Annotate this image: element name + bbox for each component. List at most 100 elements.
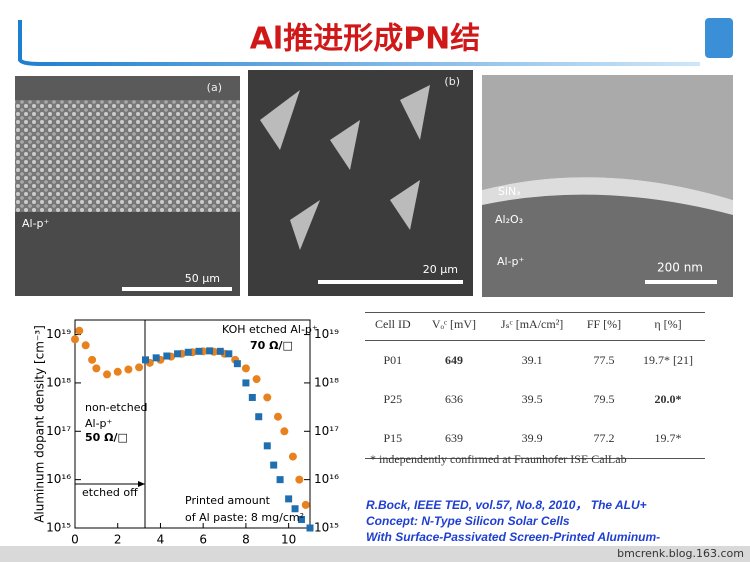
bottom-bar xyxy=(0,546,750,562)
data-point xyxy=(135,363,144,372)
annotation: KOH etched Al-p⁺ xyxy=(222,323,318,336)
data-point xyxy=(285,495,293,503)
table-cell: 79.5 xyxy=(593,392,615,406)
x-tick-label: 4 xyxy=(157,533,165,547)
image-label: (b) xyxy=(444,75,460,88)
table-cell: 649 xyxy=(444,353,463,367)
citation: R.Bock, IEEE TED, vol.57, No.8, 2010， Th… xyxy=(366,497,746,561)
y2-tick-label: 10¹⁸ xyxy=(314,375,339,389)
y-axis-label: Aluminum dopant density [cm⁻³] xyxy=(33,325,47,523)
x-tick-label: 2 xyxy=(114,533,122,547)
table-cell: P15 xyxy=(365,419,421,459)
data-point xyxy=(270,461,278,469)
annotation: 70 Ω/□ xyxy=(250,339,293,352)
citation-line: R.Bock, IEEE TED, vol.57, No.8, 2010， Th… xyxy=(366,498,647,512)
sem-image-b: (b) 20 μm xyxy=(248,70,473,296)
y2-tick-label: 10¹⁹ xyxy=(314,327,339,341)
plot-frame xyxy=(74,319,311,529)
data-point xyxy=(255,413,263,421)
annotation: etched off xyxy=(82,486,138,499)
data-point xyxy=(241,364,250,373)
table-cell: 20.0* xyxy=(654,392,682,406)
sem-image-a: (a) Al-p⁺ 50 μm xyxy=(15,76,240,296)
data-point xyxy=(152,354,160,362)
data-point xyxy=(81,341,90,350)
data-point xyxy=(216,347,224,355)
data-point xyxy=(297,515,305,523)
data-point xyxy=(263,442,271,450)
annotation: Al-p⁺ xyxy=(85,417,113,430)
table-cell: 636 xyxy=(444,392,463,406)
annotation: Printed amount xyxy=(185,494,271,507)
corner-decoration xyxy=(705,18,733,58)
y-tick-label: 10¹⁹ xyxy=(46,327,71,341)
column-header: η [%] xyxy=(630,312,705,341)
x-tick-label: 8 xyxy=(242,533,250,547)
data-point xyxy=(233,360,241,368)
table-footnote: * independently confirmed at Fraunhofer … xyxy=(370,452,627,466)
scale-label: 50 μm xyxy=(185,272,220,285)
data-point xyxy=(103,370,112,379)
column-header: FF [%] xyxy=(576,312,631,341)
y2-tick-label: 10¹⁶ xyxy=(314,472,339,486)
y2-tick-label: 10¹⁷ xyxy=(314,424,339,438)
data-point xyxy=(295,475,304,484)
table-row: P15 639 39.9 77.2 19.7* xyxy=(365,419,705,459)
data-point xyxy=(291,505,299,513)
y-tick-label: 10¹⁵ xyxy=(46,521,71,535)
annotation: non-etched xyxy=(85,401,148,414)
data-point xyxy=(184,348,192,356)
table-cell: 77.2 xyxy=(576,419,631,459)
data-point xyxy=(195,347,203,355)
x-tick-label: 10 xyxy=(281,533,296,547)
y-tick-label: 10¹⁷ xyxy=(46,424,71,438)
data-point xyxy=(174,350,182,358)
watermark: bmcrenk.blog.163.com xyxy=(617,547,744,560)
column-header: Jₛᶜ [mA/cm²] xyxy=(487,312,577,341)
data-point xyxy=(71,335,79,344)
data-point xyxy=(113,367,122,376)
image-label: SiNₓ xyxy=(498,185,521,198)
table-cell: 19.7* [21] xyxy=(642,353,693,367)
data-point xyxy=(306,524,314,532)
data-point xyxy=(163,352,171,360)
image-label: Al-p⁺ xyxy=(22,217,50,230)
sem-image-c: SiNₓ Al₂O₃ Al-p⁺ 200 nm xyxy=(482,75,733,297)
y2-tick-label: 10¹⁵ xyxy=(314,521,339,535)
image-label: Al-p⁺ xyxy=(497,255,525,268)
column-header: Cell ID xyxy=(365,312,421,341)
data-point xyxy=(88,355,97,364)
data-point xyxy=(301,500,310,509)
table-cell: 39.1 xyxy=(521,353,543,367)
citation-line: With Surface-Passivated Screen-Printed A… xyxy=(366,530,661,544)
y-tick-label: 10¹⁶ xyxy=(46,472,71,486)
table-row: P25 636 39.5 79.5 20.0* xyxy=(365,380,705,419)
table-cell: 77.5 xyxy=(593,353,615,367)
title-swoosh xyxy=(18,20,700,66)
results-table: Cell ID Vₒᶜ [mV] Jₛᶜ [mA/cm²] FF [%] η [%] P… xyxy=(365,312,705,459)
data-point xyxy=(263,393,272,402)
data-point xyxy=(75,326,84,335)
scale-label: 200 nm xyxy=(657,261,703,275)
data-point xyxy=(242,379,250,387)
data-point xyxy=(142,356,149,364)
annotation: of Al paste: 8 mg/cm² xyxy=(185,511,304,524)
x-tick-label: 6 xyxy=(199,533,207,547)
scale-label: 20 μm xyxy=(423,263,458,276)
arrow xyxy=(138,481,145,487)
data-point xyxy=(92,364,101,373)
data-point xyxy=(280,427,289,436)
data-point xyxy=(288,452,297,461)
table-cell: P25 xyxy=(383,392,403,406)
table-cell: 639 xyxy=(420,419,488,459)
table-row: P01 649 39.1 77.5 19.7* [21] xyxy=(365,341,705,381)
slide-title: Al推进形成PN结 xyxy=(250,22,481,57)
data-point xyxy=(248,393,256,401)
image-label: Al₂O₃ xyxy=(495,213,523,226)
table-cell: 19.7* xyxy=(630,419,705,459)
image-label: (a) xyxy=(207,81,222,94)
data-point xyxy=(276,476,284,484)
